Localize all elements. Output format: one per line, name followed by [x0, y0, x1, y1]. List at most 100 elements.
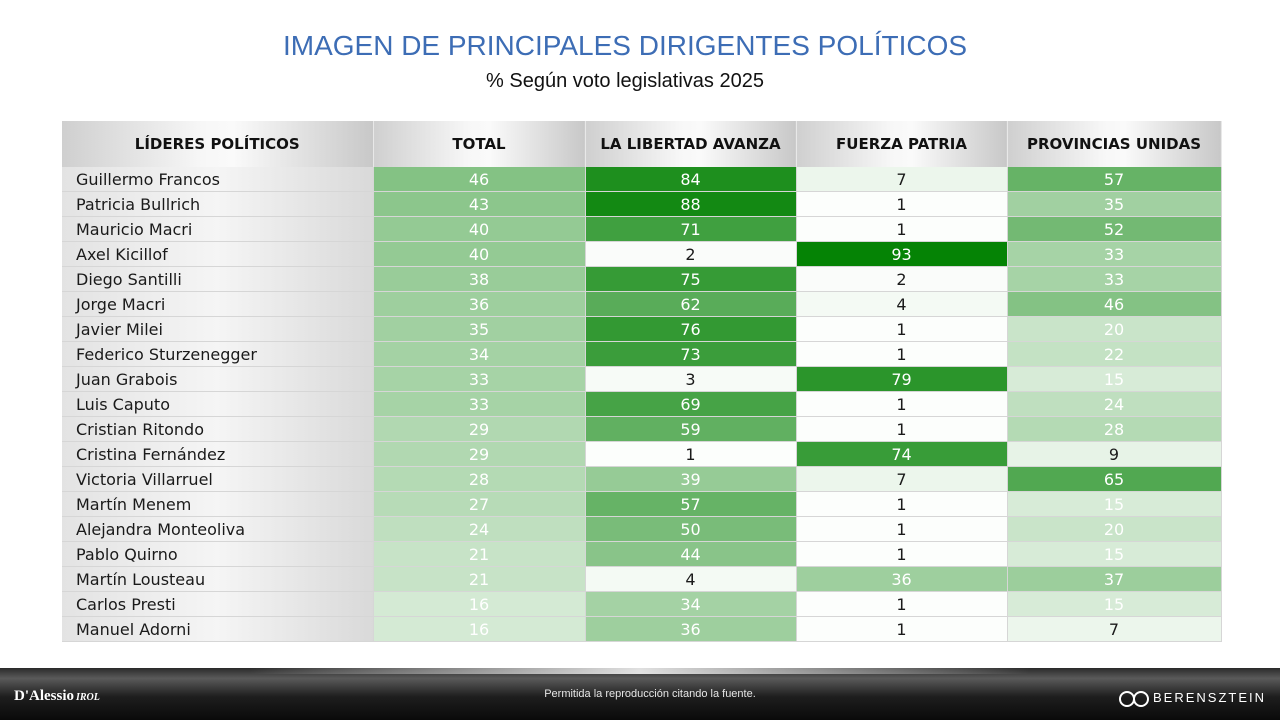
value-cell-fuerza-patria: 1 — [796, 391, 1008, 417]
table-body: Guillermo Francos 46 84 7 57 Patricia Bullric… — [62, 167, 1222, 642]
column-header-leaders: LÍDERES POLÍTICOS — [62, 121, 374, 167]
value-cell-fuerza-patria: 1 — [796, 216, 1008, 242]
leader-name-cell: Carlos Presti — [62, 591, 374, 617]
table-row: Axel Kicillof 40 2 93 33 — [62, 241, 1222, 267]
value-cell-lla: 76 — [585, 316, 797, 342]
value-cell-total: 38 — [373, 266, 586, 292]
value-cell-total: 36 — [373, 291, 586, 317]
value-cell-fuerza-patria: 74 — [796, 441, 1008, 467]
value-cell-total: 16 — [373, 616, 586, 642]
value-cell-lla: 71 — [585, 216, 797, 242]
value-cell-fuerza-patria: 1 — [796, 491, 1008, 517]
value-cell-lla: 88 — [585, 191, 797, 217]
data-table: LÍDERES POLÍTICOS TOTAL LA LIBERTAD AVAN… — [62, 121, 1222, 642]
value-cell-provincias-unidas: 37 — [1007, 566, 1222, 592]
value-cell-lla: 1 — [585, 441, 797, 467]
value-cell-provincias-unidas: 24 — [1007, 391, 1222, 417]
table-row: Manuel Adorni 16 36 1 7 — [62, 616, 1222, 642]
value-cell-total: 46 — [373, 167, 586, 192]
value-cell-provincias-unidas: 35 — [1007, 191, 1222, 217]
value-cell-fuerza-patria: 1 — [796, 416, 1008, 442]
value-cell-provincias-unidas: 57 — [1007, 167, 1222, 192]
leader-name-cell: Juan Grabois — [62, 366, 374, 392]
value-cell-provincias-unidas: 15 — [1007, 591, 1222, 617]
leader-name-cell: Alejandra Monteoliva — [62, 516, 374, 542]
leader-name-cell: Martín Lousteau — [62, 566, 374, 592]
value-cell-provincias-unidas: 65 — [1007, 466, 1222, 492]
table-row: Luis Caputo 33 69 1 24 — [62, 391, 1222, 417]
value-cell-fuerza-patria: 2 — [796, 266, 1008, 292]
berensztein-logo-text: BERENSZTEIN — [1152, 690, 1266, 705]
value-cell-fuerza-patria: 1 — [796, 616, 1008, 642]
value-cell-provincias-unidas: 15 — [1007, 491, 1222, 517]
value-cell-provincias-unidas: 20 — [1007, 516, 1222, 542]
value-cell-provincias-unidas: 46 — [1007, 291, 1222, 317]
value-cell-provincias-unidas: 20 — [1007, 316, 1222, 342]
value-cell-provincias-unidas: 15 — [1007, 366, 1222, 392]
leader-name-cell: Cristina Fernández — [62, 441, 374, 467]
leader-name-cell: Diego Santilli — [62, 266, 374, 292]
table-row: Martín Menem 27 57 1 15 — [62, 491, 1222, 517]
leader-name-cell: Javier Milei — [62, 316, 374, 342]
table-row: Carlos Presti 16 34 1 15 — [62, 591, 1222, 617]
leader-name-cell: Axel Kicillof — [62, 241, 374, 267]
value-cell-total: 21 — [373, 566, 586, 592]
leader-name-cell: Manuel Adorni — [62, 616, 374, 642]
value-cell-lla: 3 — [585, 366, 797, 392]
value-cell-fuerza-patria: 1 — [796, 191, 1008, 217]
value-cell-provincias-unidas: 52 — [1007, 216, 1222, 242]
value-cell-provincias-unidas: 33 — [1007, 241, 1222, 267]
dalessio-logo-text: D'Alessio — [14, 688, 74, 704]
footer-note: Permitida la reproducción citando la fue… — [544, 688, 756, 700]
table-row: Guillermo Francos 46 84 7 57 — [62, 167, 1222, 192]
value-cell-fuerza-patria: 1 — [796, 316, 1008, 342]
leader-name-cell: Mauricio Macri — [62, 216, 374, 242]
chart-title: IMAGEN DE PRINCIPALES DIRIGENTES POLÍTIC… — [282, 30, 968, 61]
value-cell-fuerza-patria: 79 — [796, 366, 1008, 392]
column-header-fuerza-patria: FUERZA PATRIA — [796, 121, 1008, 167]
value-cell-lla: 39 — [585, 466, 797, 492]
value-cell-lla: 57 — [585, 491, 797, 517]
value-cell-total: 29 — [373, 416, 586, 442]
value-cell-total: 29 — [373, 441, 586, 467]
footer-glow — [250, 668, 1030, 674]
value-cell-provincias-unidas: 22 — [1007, 341, 1222, 367]
berensztein-logo: BERENSZTEIN — [1118, 690, 1266, 707]
value-cell-total: 21 — [373, 541, 586, 567]
value-cell-total: 24 — [373, 516, 586, 542]
table-row: Pablo Quirno 21 44 1 15 — [62, 541, 1222, 567]
table-row: Mauricio Macri 40 71 1 52 — [62, 216, 1222, 242]
value-cell-lla: 59 — [585, 416, 797, 442]
table-row: Patricia Bullrich 43 88 1 35 — [62, 191, 1222, 217]
table-row: Martín Lousteau 21 4 36 37 — [62, 566, 1222, 592]
value-cell-lla: 44 — [585, 541, 797, 567]
value-cell-total: 27 — [373, 491, 586, 517]
table-row: Alejandra Monteoliva 24 50 1 20 — [62, 516, 1222, 542]
value-cell-total: 43 — [373, 191, 586, 217]
value-cell-fuerza-patria: 7 — [796, 167, 1008, 192]
value-cell-fuerza-patria: 1 — [796, 591, 1008, 617]
table-row: Juan Grabois 33 3 79 15 — [62, 366, 1222, 392]
leader-name-cell: Federico Sturzenegger — [62, 341, 374, 367]
value-cell-lla: 36 — [585, 616, 797, 642]
column-header-lla: LA LIBERTAD AVANZA — [585, 121, 797, 167]
irol-logo-text: IROL — [76, 692, 100, 703]
table-row: Javier Milei 35 76 1 20 — [62, 316, 1222, 342]
value-cell-lla: 4 — [585, 566, 797, 592]
value-cell-provincias-unidas: 33 — [1007, 266, 1222, 292]
value-cell-provincias-unidas: 28 — [1007, 416, 1222, 442]
table-row: Federico Sturzenegger 34 73 1 22 — [62, 341, 1222, 367]
value-cell-total: 35 — [373, 316, 586, 342]
value-cell-fuerza-patria: 93 — [796, 241, 1008, 267]
value-cell-lla: 75 — [585, 266, 797, 292]
value-cell-provincias-unidas: 15 — [1007, 541, 1222, 567]
leader-name-cell: Patricia Bullrich — [62, 191, 374, 217]
leader-name-cell: Guillermo Francos — [62, 167, 374, 192]
value-cell-lla: 34 — [585, 591, 797, 617]
value-cell-fuerza-patria: 1 — [796, 516, 1008, 542]
value-cell-lla: 62 — [585, 291, 797, 317]
leader-name-cell: Luis Caputo — [62, 391, 374, 417]
value-cell-total: 40 — [373, 241, 586, 267]
leader-name-cell: Cristian Ritondo — [62, 416, 374, 442]
value-cell-fuerza-patria: 7 — [796, 466, 1008, 492]
